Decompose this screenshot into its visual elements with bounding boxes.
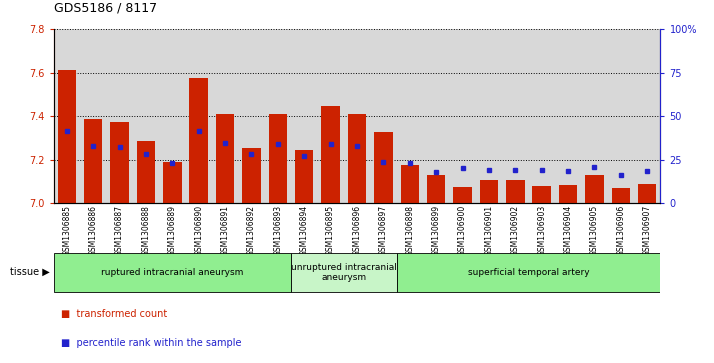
Bar bbox=[344, 29, 370, 203]
Text: unruptured intracranial
aneurysm: unruptured intracranial aneurysm bbox=[291, 262, 397, 282]
Bar bbox=[559, 185, 578, 203]
Bar bbox=[427, 175, 446, 203]
Text: ruptured intracranial aneurysm: ruptured intracranial aneurysm bbox=[101, 268, 243, 277]
Bar bbox=[159, 29, 186, 203]
Bar bbox=[374, 132, 393, 203]
Text: superficial temporal artery: superficial temporal artery bbox=[468, 268, 589, 277]
Bar bbox=[476, 29, 502, 203]
Bar bbox=[506, 180, 525, 203]
Text: GDS5186 / 8117: GDS5186 / 8117 bbox=[54, 1, 156, 15]
Bar bbox=[238, 29, 265, 203]
Bar bbox=[348, 114, 366, 203]
Bar bbox=[396, 29, 423, 203]
Bar bbox=[502, 29, 528, 203]
Bar bbox=[423, 29, 449, 203]
FancyBboxPatch shape bbox=[396, 253, 660, 292]
Bar bbox=[370, 29, 396, 203]
Bar bbox=[265, 29, 291, 203]
Bar bbox=[80, 29, 106, 203]
Bar bbox=[449, 29, 476, 203]
Bar bbox=[106, 29, 133, 203]
Text: ■  transformed count: ■ transformed count bbox=[61, 309, 167, 319]
FancyBboxPatch shape bbox=[54, 253, 291, 292]
Bar bbox=[634, 29, 660, 203]
FancyBboxPatch shape bbox=[291, 253, 396, 292]
Bar bbox=[638, 184, 656, 203]
Bar bbox=[291, 29, 318, 203]
Bar bbox=[242, 148, 261, 203]
Bar bbox=[608, 29, 634, 203]
Bar bbox=[321, 106, 340, 203]
Bar bbox=[612, 188, 630, 203]
Bar bbox=[528, 29, 555, 203]
Bar bbox=[533, 186, 551, 203]
Bar bbox=[212, 29, 238, 203]
Bar bbox=[318, 29, 344, 203]
Bar bbox=[133, 29, 159, 203]
Bar bbox=[163, 162, 181, 203]
Bar bbox=[216, 114, 234, 203]
Bar bbox=[581, 29, 608, 203]
Text: ■  percentile rank within the sample: ■ percentile rank within the sample bbox=[61, 338, 241, 348]
Bar bbox=[84, 119, 102, 203]
Bar bbox=[480, 180, 498, 203]
Text: tissue ▶: tissue ▶ bbox=[10, 267, 50, 277]
Bar bbox=[585, 175, 604, 203]
Bar bbox=[58, 70, 76, 203]
Bar bbox=[453, 187, 472, 203]
Bar bbox=[555, 29, 581, 203]
Bar bbox=[136, 141, 155, 203]
Bar bbox=[401, 165, 419, 203]
Bar bbox=[189, 78, 208, 203]
Bar bbox=[54, 29, 80, 203]
Bar bbox=[295, 150, 313, 203]
Bar bbox=[110, 122, 129, 203]
Bar bbox=[268, 114, 287, 203]
Bar bbox=[186, 29, 212, 203]
